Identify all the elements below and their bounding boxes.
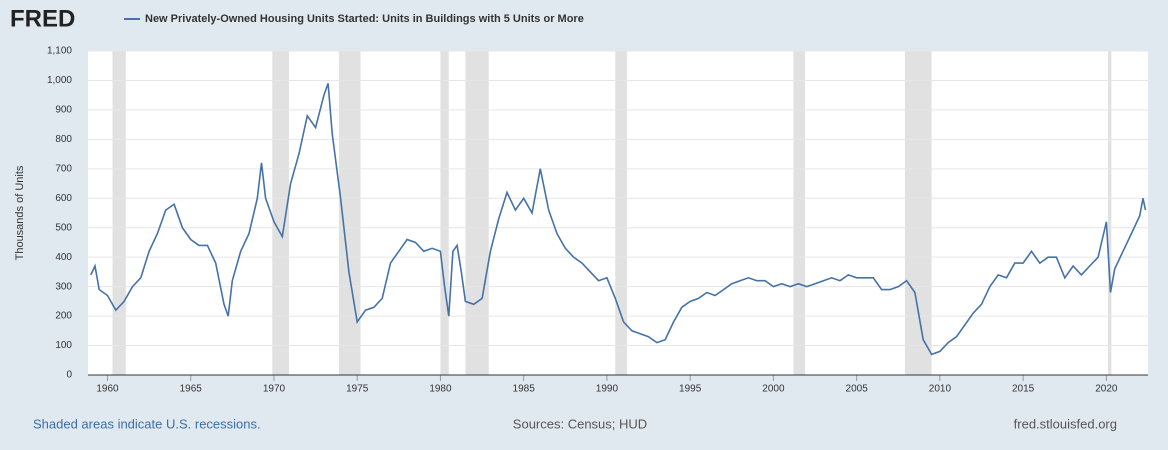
y-tick-label: 400 [55,252,72,263]
recession-band [440,51,449,375]
y-tick-label: 800 [55,134,72,145]
x-tick-label: 1980 [429,384,452,395]
x-tick-label: 1960 [96,384,119,395]
site-link[interactable]: fred.stlouisfed.org [1014,416,1117,431]
recession-band [1108,51,1112,375]
x-tick-label: 1965 [180,384,203,395]
y-tick-label: 1,000 [47,75,72,86]
y-tick-label: 900 [55,105,72,116]
x-tick-label: 1990 [596,384,619,395]
y-tick-label: 500 [55,222,72,233]
recession-band [338,51,361,375]
brand-logo[interactable]: FRED [10,5,75,32]
recession-band [465,51,489,375]
recession-band [272,51,289,375]
y-tick-label: 1,100 [47,46,72,57]
y-axis-label: Thousands of Units [14,165,26,260]
recession-band [793,51,806,375]
x-tick-label: 2010 [929,384,952,395]
source: Sources: Census; HUD [513,416,647,431]
x-tick-label: 2015 [1012,384,1035,395]
recession-band [904,51,932,375]
legend-label: New Privately-Owned Housing Units Starte… [145,13,584,25]
x-tick-label: 2020 [1095,384,1118,395]
y-tick-label: 300 [55,281,72,292]
data-line [90,83,1147,356]
x-tick-label: 1975 [346,384,369,395]
x-tick-label: 1970 [263,384,286,395]
x-tick-label: 1995 [679,384,702,395]
recession-band [615,51,627,375]
x-tick-label: 2000 [762,384,785,395]
y-tick-label: 100 [55,340,72,351]
y-tick-label: 600 [55,193,72,204]
recession-band [112,51,126,375]
x-tick-label: 2005 [846,384,869,395]
x-tick-label: 1985 [513,384,536,395]
y-tick-label: 0 [66,370,72,381]
y-tick-label: 700 [55,163,72,174]
y-tick-label: 200 [55,311,72,322]
recession-note: Shaded areas indicate U.S. recessions. [33,416,261,431]
